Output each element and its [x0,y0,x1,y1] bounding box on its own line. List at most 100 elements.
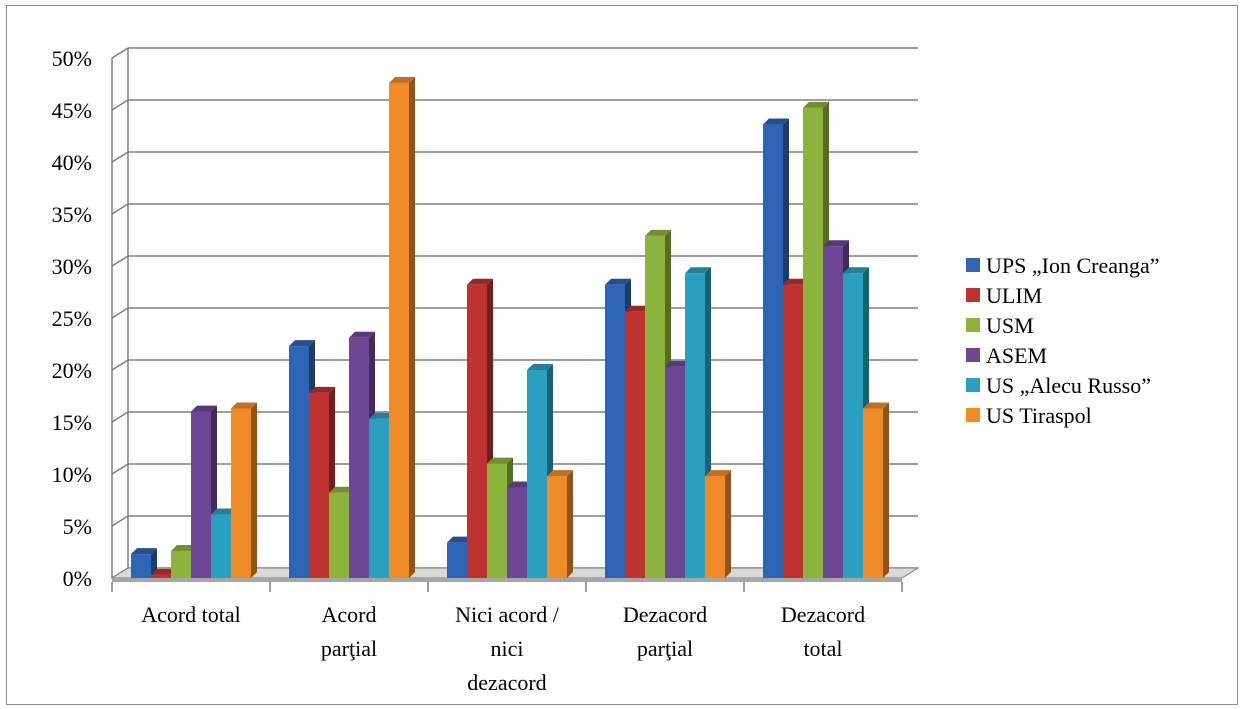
bar-top [605,278,631,285]
bar [625,311,645,578]
y-tick-label: 25% [52,306,92,331]
chart-floor-edge [112,578,902,582]
bar-top [527,364,553,370]
bar-top [843,267,869,274]
bar-top [487,457,513,464]
x-tick-label: total [803,636,842,661]
y-tick-label: 10% [52,462,92,487]
x-tick-label: parţial [321,636,377,661]
bar [467,284,487,578]
bar-side [567,470,573,578]
y-tick-label: 20% [52,358,92,383]
gridline-side [111,359,129,371]
x-tick-label: Dezacord [623,602,707,627]
bar [605,284,625,578]
x-tick-label: nici [491,636,524,661]
legend-label: ASEM [986,343,1047,368]
legend-label: US „Alecu Russo” [986,373,1151,398]
gridline-side [111,411,129,423]
bar-top [823,240,849,247]
bar [645,235,665,578]
bar [803,107,823,579]
y-tick-label: 5% [63,514,92,539]
bar [843,273,863,578]
x-tick-label: dezacord [467,670,546,695]
y-tick-label: 0% [63,566,92,591]
x-tick-label: parţial [637,636,693,661]
x-tick-label: Acord [322,602,377,627]
bar [763,124,783,578]
bar [389,82,409,579]
legend-label: USM [986,313,1034,338]
bar [705,476,725,578]
bar-top [191,405,217,412]
bar-top [705,470,731,477]
bar [507,487,527,578]
bar-top [783,278,809,285]
gridline-side [111,151,129,163]
bar-side [725,470,731,578]
y-tick-label: 15% [52,410,92,435]
bar [447,542,467,578]
y-tick-label: 40% [52,150,92,175]
legend-swatch [966,348,980,362]
bar-top [863,402,889,409]
bar [349,337,369,578]
y-tick-label: 50% [52,46,92,71]
bar [191,411,211,578]
bar [783,284,803,578]
bar-top [329,486,355,493]
bar-top [665,360,691,367]
x-tick-label: Acord total [141,602,241,627]
bar-top [447,536,473,543]
bar-top [171,544,197,551]
bar-top [625,305,651,312]
legend-label: US Tiraspol [986,403,1092,428]
legend-swatch [966,378,980,392]
bar-top [369,412,395,419]
gridline-side [111,203,129,215]
bar-top [467,278,493,285]
legend-label: ULIM [986,283,1042,308]
bar [309,392,329,578]
bar-top [309,386,335,393]
bar [171,550,191,578]
bar [685,273,705,578]
legend-swatch [966,288,980,302]
bar-top [389,76,415,83]
gridline-side [111,515,129,527]
bar [211,514,231,578]
bar [823,246,843,579]
bar [231,408,251,578]
bar-top [763,118,789,125]
bar-top [211,508,237,515]
bar-top [645,229,671,236]
x-tick-label: Dezacord [781,602,865,627]
bar [487,463,507,578]
gridline-side [111,307,129,319]
bar [527,370,547,578]
bar-side [883,402,889,578]
gridline-side [111,99,129,111]
bar-top [231,402,257,409]
bar-top [289,340,315,347]
legend-swatch [966,318,980,332]
bar-top [803,101,829,108]
legend-swatch [966,258,980,272]
bar-top [151,568,177,575]
bar-top [547,470,573,477]
x-tick-label: Nici acord / [455,602,560,627]
bar [151,574,171,578]
bar [369,418,389,578]
bar [329,492,349,578]
bar [289,346,309,578]
y-tick-label: 30% [52,254,92,279]
bar [863,408,883,578]
y-tick-label: 35% [52,202,92,227]
bar [665,366,685,578]
bar-top [131,548,157,555]
y-tick-label: 45% [52,98,92,123]
gridline-side [111,255,129,267]
bar-side [409,76,415,579]
